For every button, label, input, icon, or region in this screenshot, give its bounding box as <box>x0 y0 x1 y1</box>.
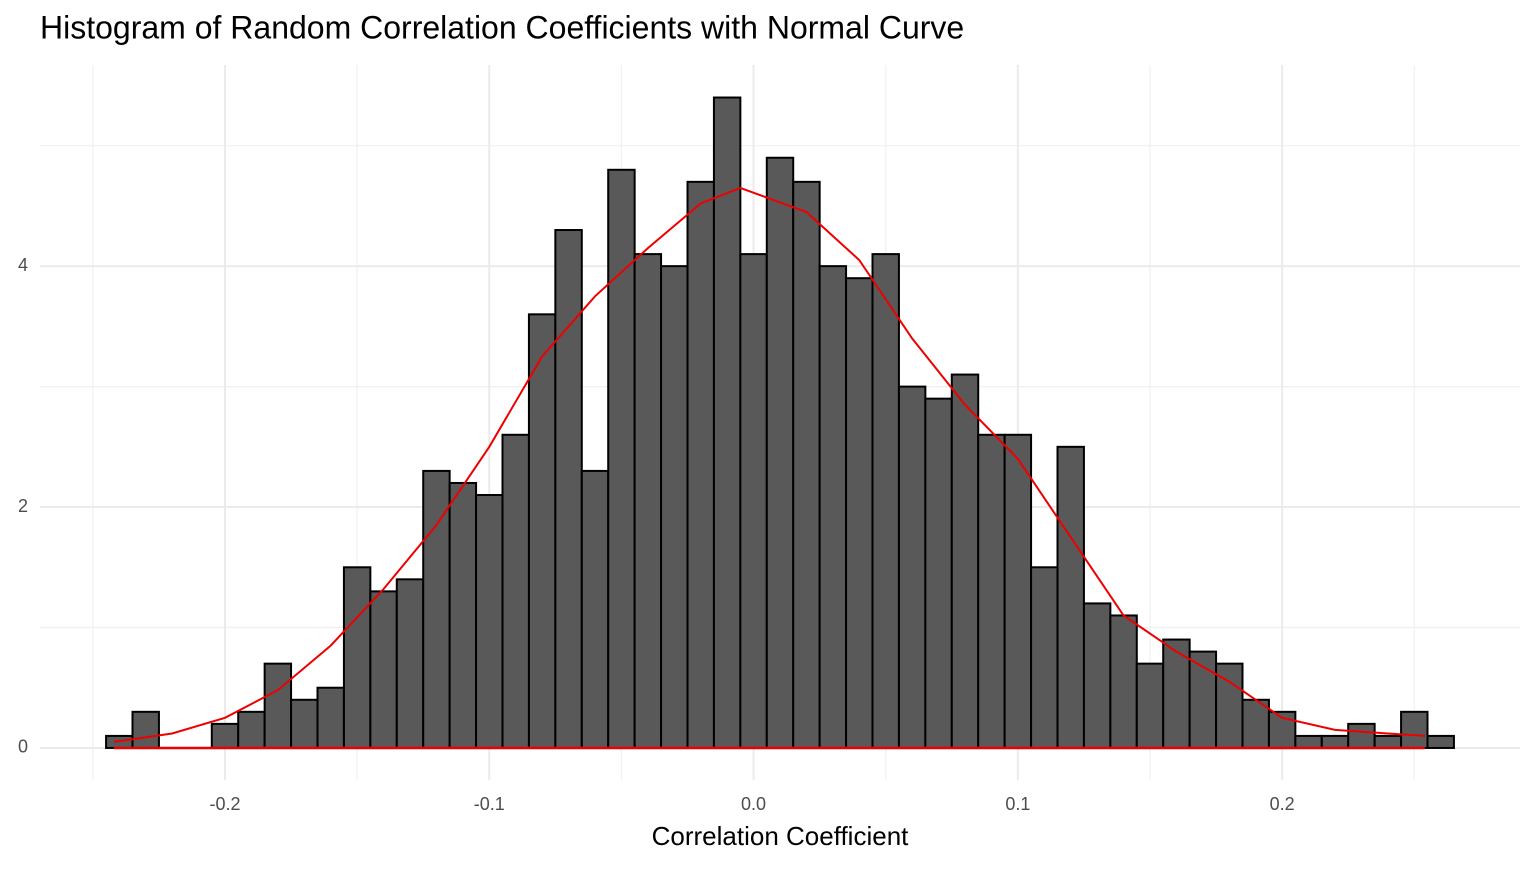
bar <box>1426 734 1455 749</box>
bar <box>475 494 504 749</box>
bar <box>607 168 636 749</box>
bar <box>131 710 160 749</box>
bar <box>712 96 742 749</box>
bar <box>1373 734 1403 749</box>
bar <box>739 253 768 749</box>
bar <box>977 433 1006 749</box>
x-tick-label: 0.1 <box>1005 794 1030 814</box>
chart-title: Histogram of Random Correlation Coeffici… <box>40 9 964 45</box>
bar <box>1082 602 1112 749</box>
y-tick-label: 0 <box>18 737 28 757</box>
bar <box>950 373 980 749</box>
bar <box>1030 566 1059 749</box>
bar <box>1347 722 1376 749</box>
y-tick-label: 4 <box>18 255 28 275</box>
bar <box>527 313 557 749</box>
bar <box>369 590 398 749</box>
y-tick-label: 2 <box>18 496 28 516</box>
bar <box>1320 734 1350 749</box>
density-curve <box>113 186 1425 743</box>
bar <box>263 662 293 749</box>
bar <box>395 578 425 749</box>
x-tick-label: -0.2 <box>209 794 240 814</box>
bar <box>237 710 266 749</box>
bar <box>924 397 953 749</box>
bar <box>501 433 530 749</box>
bar <box>818 265 848 749</box>
bar <box>1135 662 1165 749</box>
bar <box>871 253 900 749</box>
bar <box>1400 710 1429 749</box>
bar <box>554 229 583 749</box>
x-tick-label: 0.2 <box>1270 794 1295 814</box>
bar <box>448 481 478 749</box>
bar <box>1056 445 1085 749</box>
bar <box>316 686 345 749</box>
x-tick-label: -0.1 <box>474 794 505 814</box>
bar <box>1188 650 1218 749</box>
bar <box>210 722 240 749</box>
bar <box>342 566 372 749</box>
bar <box>1003 433 1033 749</box>
bar <box>765 156 795 749</box>
bar <box>660 265 689 749</box>
x-axis-label: Correlation Coefficient <box>652 821 910 851</box>
bar <box>1294 734 1323 749</box>
bar <box>1109 614 1138 749</box>
bar <box>792 180 821 749</box>
bar <box>686 180 715 749</box>
bar <box>897 385 927 749</box>
bar <box>633 253 663 749</box>
bar <box>845 277 874 749</box>
bar <box>580 469 610 749</box>
bar <box>290 698 319 749</box>
x-tick-label: 0.0 <box>741 794 766 814</box>
